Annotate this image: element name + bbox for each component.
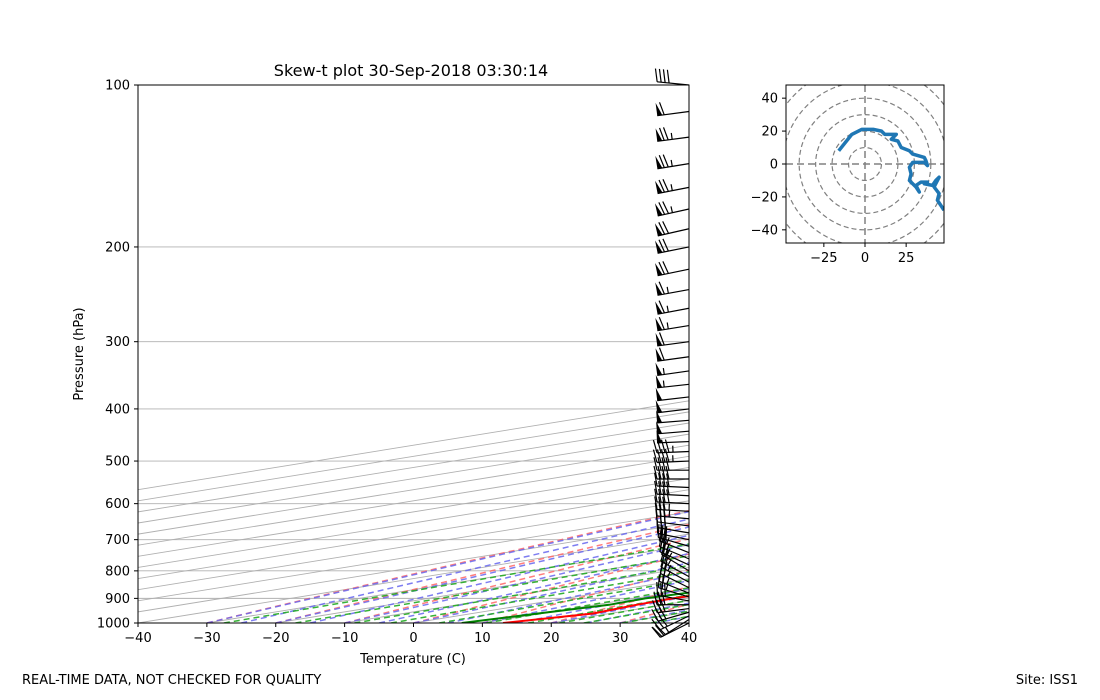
moist-adiabat [447,571,689,623]
x-tick-label: −20 [262,631,289,646]
mixing-ratio-line [223,543,689,623]
mixing-ratio-line [438,579,689,623]
x-tick-label: 20 [543,631,560,646]
wind-barb [653,457,689,471]
x-axis-label: Temperature (C) [359,652,466,667]
wind-barb [652,599,690,614]
y-tick-label: 100 [105,79,130,94]
skewt-background-lines [138,85,1100,623]
isotherm-line [138,444,689,535]
hodograph-x-tick-label: 25 [898,251,915,266]
wind-barb [654,496,690,512]
wind-barb [655,154,690,170]
dry-adiabat [275,523,689,623]
wind-barb [654,201,690,217]
y-axis-label: Pressure (hPa) [72,307,87,400]
wind-barb [655,261,690,277]
y-tick-label: 900 [105,592,130,607]
wind-barb [655,300,690,315]
wind-barb [652,448,690,464]
wind-barb [655,387,690,402]
x-tick-label: 0 [409,631,417,646]
y-tick-label: 500 [105,455,130,470]
moist-adiabat [344,543,689,623]
x-tick-label: 10 [474,631,491,646]
wind-barb [655,347,690,362]
isotherm-line [138,455,689,546]
chart-title: Skew-t plot 30-Sep-2018 03:30:14 [274,61,548,80]
wind-barb [655,362,690,377]
wind-barb [655,316,690,332]
dry-adiabat [965,85,1100,623]
hodograph-y-tick-label: 20 [761,125,778,140]
mixing-ratio-line [558,599,689,623]
mixing-ratio-line [295,555,689,623]
hodograph-ring [847,146,883,182]
isotherm-line [138,500,689,591]
skewt-plot-area [138,85,689,623]
wind-barb [656,420,690,435]
isotherm-line [138,489,689,580]
hodograph-x-tick-label: 0 [861,251,869,266]
wind-barb [655,102,690,117]
x-tick-label: −30 [193,631,220,646]
dry-adiabat [413,553,689,623]
x-tick-label: 40 [681,631,698,646]
wind-barb [659,538,690,566]
y-tick-label: 200 [105,240,130,255]
isotherm-line [138,478,689,568]
wind-barb [653,465,689,480]
wind-barb [654,472,690,489]
hodograph-y-tick-label: −40 [751,223,778,238]
hodograph-series [837,127,944,212]
wind-barb [655,399,690,414]
hodograph-plot: −25 0 25 −40 −20 0 20 40 [751,84,945,266]
wind-barbs [651,68,690,638]
mixing-ratio-line [354,564,689,623]
mixing-ratio-line [583,603,689,623]
hodograph-trace [837,127,944,212]
isotherm-line [138,511,689,602]
wind-barb [655,178,690,195]
wind-barb [655,332,690,347]
moist-adiabat [378,552,689,623]
mixing-ratio-line [485,587,689,623]
hodograph-y-tick-label: 40 [761,92,778,107]
mixing-ratio-line [527,594,689,623]
hodograph-ticks: −25 0 25 −40 −20 0 20 40 [751,92,915,266]
y-tick-label: 400 [105,402,130,417]
wind-barb [655,281,690,296]
wind-barb [654,480,690,497]
hodograph-y-tick-label: −20 [751,190,778,205]
mixing-ratio-line [650,615,689,623]
x-tick-label: 30 [612,631,629,646]
y-tick-label: 300 [105,335,130,350]
wind-barb [655,127,690,142]
isotherm-line [138,466,689,557]
hodograph-y-tick-label: 0 [770,158,778,173]
mixing-ratio-line [621,610,689,623]
wind-barb [654,488,690,505]
dry-adiabat [1033,85,1100,623]
x-tick-label: −40 [124,631,151,646]
x-tick-label: −10 [331,631,358,646]
y-tick-label: 800 [105,564,130,579]
wind-barb [653,591,689,606]
wind-barb [654,68,690,86]
site-label: Site: ISS1 [1015,673,1078,688]
wind-barb [655,238,690,254]
quality-disclaimer: REAL-TIME DATA, NOT CHECKED FOR QUALITY [22,673,322,688]
y-tick-label: 1000 [97,617,130,632]
mixing-ratio-line [390,570,689,623]
hodograph-x-tick-label: −25 [810,251,837,266]
y-tick-label: 600 [105,497,130,512]
y-tick-label: 700 [105,533,130,548]
wind-barb [654,221,690,237]
wind-barb [655,374,690,389]
